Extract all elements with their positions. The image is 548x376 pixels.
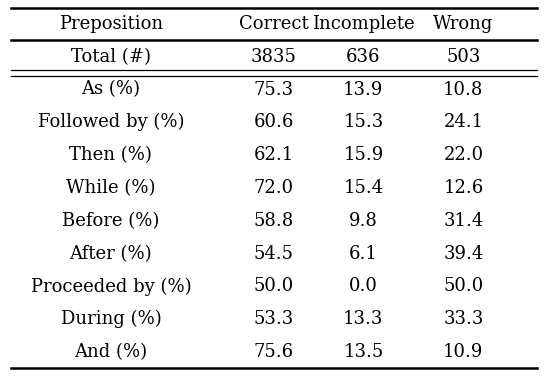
Text: 13.9: 13.9 [343,80,384,99]
Text: 9.8: 9.8 [349,212,378,230]
Text: Total (#): Total (#) [71,48,151,66]
Text: And (%): And (%) [75,343,147,361]
Text: 636: 636 [346,48,381,66]
Text: Incomplete: Incomplete [312,15,415,33]
Text: 31.4: 31.4 [443,212,483,230]
Text: Followed by (%): Followed by (%) [38,113,184,132]
Text: 3835: 3835 [251,48,297,66]
Text: 50.0: 50.0 [443,277,483,296]
Text: 503: 503 [446,48,481,66]
Text: 10.9: 10.9 [443,343,483,361]
Text: While (%): While (%) [66,179,156,197]
Text: 72.0: 72.0 [254,179,294,197]
Text: 75.6: 75.6 [254,343,294,361]
Text: 12.6: 12.6 [443,179,483,197]
Text: Proceeded by (%): Proceeded by (%) [31,277,191,296]
Text: 53.3: 53.3 [254,310,294,328]
Text: Correct: Correct [239,15,309,33]
Text: 33.3: 33.3 [443,310,483,328]
Text: 13.5: 13.5 [343,343,384,361]
Text: 15.4: 15.4 [344,179,384,197]
Text: 62.1: 62.1 [254,146,294,164]
Text: 75.3: 75.3 [254,80,294,99]
Text: 15.3: 15.3 [343,114,384,131]
Text: 13.3: 13.3 [343,310,384,328]
Text: 6.1: 6.1 [349,245,378,262]
Text: 10.8: 10.8 [443,80,483,99]
Text: Wrong: Wrong [433,15,494,33]
Text: 50.0: 50.0 [254,277,294,296]
Text: As (%): As (%) [82,80,140,99]
Text: 60.6: 60.6 [254,114,294,131]
Text: After (%): After (%) [70,245,152,262]
Text: 39.4: 39.4 [443,245,483,262]
Text: During (%): During (%) [60,310,161,328]
Text: Before (%): Before (%) [62,212,159,230]
Text: 15.9: 15.9 [343,146,384,164]
Text: 58.8: 58.8 [254,212,294,230]
Text: Preposition: Preposition [59,15,163,33]
Text: 22.0: 22.0 [443,146,483,164]
Text: 0.0: 0.0 [349,277,378,296]
Text: 24.1: 24.1 [443,114,483,131]
Text: Then (%): Then (%) [70,146,152,164]
Text: 54.5: 54.5 [254,245,294,262]
